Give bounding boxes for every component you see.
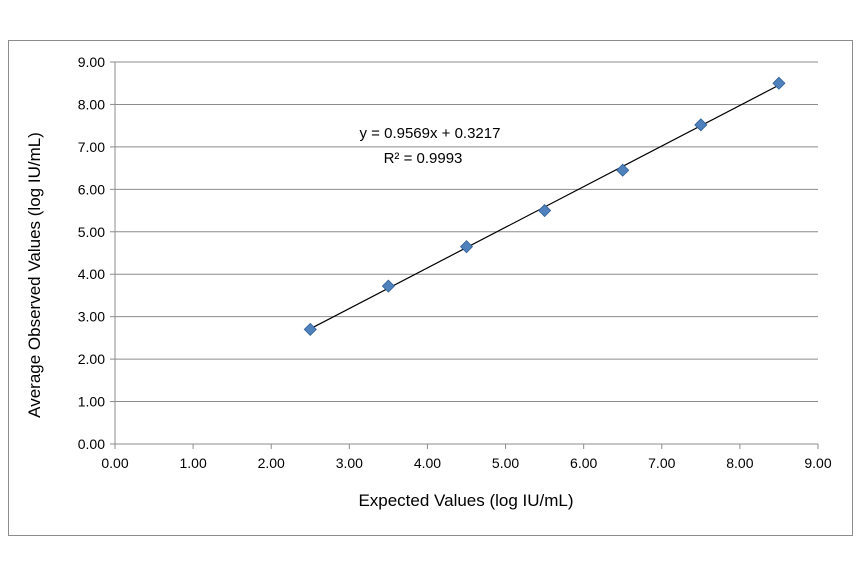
- data-point: [459, 240, 474, 254]
- y-tick-label: 1.00: [78, 394, 105, 410]
- y-tick-label: 7.00: [78, 139, 105, 155]
- x-tick-label: 1.00: [179, 455, 206, 471]
- axes: [110, 61, 819, 449]
- y-tick-labels: 0.00 1.00 2.00 3.00 4.00 5.00 6.00 7.00 8.00 9.00: [78, 54, 105, 452]
- data-point: [616, 163, 630, 177]
- chart-frame: [8, 40, 853, 536]
- y-tick-label: 8.00: [78, 96, 105, 112]
- x-tick-label: 9.00: [804, 455, 831, 471]
- x-axis-title: Expected Values (log IU/mL): [358, 491, 573, 510]
- y-tick-label: 4.00: [78, 266, 105, 282]
- data-points: [303, 76, 786, 336]
- x-tick-label: 2.00: [258, 455, 285, 471]
- x-tick-label: 6.00: [570, 455, 597, 471]
- gridlines: [115, 61, 818, 403]
- y-tick-label: 9.00: [78, 54, 105, 70]
- x-tick-label: 3.00: [336, 455, 363, 471]
- r-squared-label: R² = 0.9993: [384, 150, 463, 167]
- data-point: [694, 118, 708, 132]
- trendline-equation: y = 0.9569x + 0.3217: [360, 125, 501, 142]
- x-tick-label: 7.00: [648, 455, 675, 471]
- y-tick-label: 2.00: [78, 351, 105, 367]
- data-point: [381, 279, 395, 293]
- y-tick-label: 5.00: [78, 224, 105, 240]
- y-axis-title: Average Observed Values (log IU/mL): [25, 132, 44, 418]
- data-point: [538, 203, 552, 218]
- y-tick-label: 3.00: [78, 309, 105, 325]
- x-tick-label: 4.00: [414, 455, 441, 471]
- x-tick-label: 8.00: [726, 455, 753, 471]
- data-point: [303, 322, 317, 336]
- x-tick-label: 5.00: [492, 455, 519, 471]
- y-tick-label: 0.00: [78, 436, 105, 452]
- x-tick-labels: 0.00 1.00 2.00 3.00 4.00 5.00 6.00 7.00 8.00 9.00: [101, 455, 831, 471]
- y-tick-label: 6.00: [78, 181, 105, 197]
- x-tick-label: 0.00: [101, 455, 128, 471]
- data-point: [772, 76, 786, 90]
